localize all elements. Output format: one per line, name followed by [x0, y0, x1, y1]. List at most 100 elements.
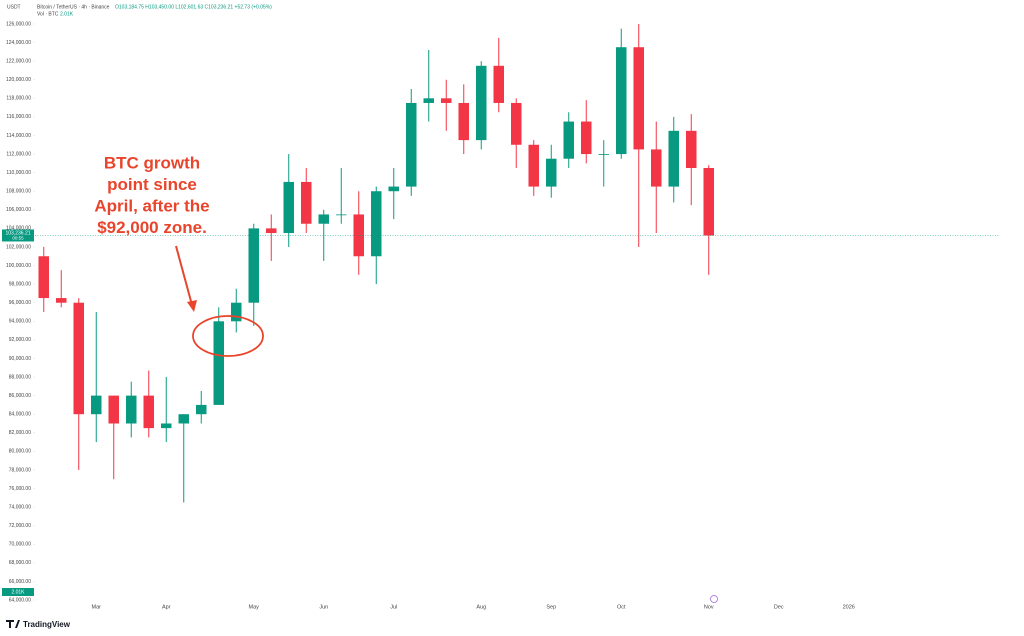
- x-tick-label: Nov: [704, 604, 714, 610]
- candle-body: [178, 414, 189, 424]
- y-tick-label: 86,000.00: [9, 393, 31, 399]
- y-tick-label: 70,000.00: [9, 542, 31, 548]
- y-tick-label: 120,000.00: [6, 77, 31, 83]
- price-badge: [2, 229, 34, 242]
- candle-body: [598, 154, 609, 155]
- symbol-label: Bitcoin / TetherUS · 4h · Binance: [37, 4, 110, 10]
- candle-body: [91, 395, 102, 415]
- quote-label: USDT: [7, 4, 21, 10]
- y-tick-label: 84,000.00: [9, 412, 31, 418]
- candle-body: [283, 181, 294, 234]
- y-tick-label: 94,000.00: [9, 319, 31, 325]
- y-tick-label: 106,000.00: [6, 207, 31, 213]
- price-countdown: 00:55: [12, 236, 24, 241]
- x-tick-label: Jul: [390, 604, 397, 610]
- annotation-arrow: [175, 245, 193, 306]
- candle-body: [196, 404, 207, 415]
- candle-body: [441, 98, 452, 103]
- y-tick-label: 92,000.00: [9, 337, 31, 343]
- candle-body: [563, 121, 574, 159]
- candle-body: [143, 395, 154, 429]
- annotation-text: April, after the: [94, 196, 209, 215]
- y-tick-label: 124,000.00: [6, 40, 31, 46]
- volume-badge-text: 2.01K: [11, 589, 25, 595]
- candle-body: [423, 98, 434, 103]
- y-tick-label: 98,000.00: [9, 281, 31, 287]
- y-tick-label: 100,000.00: [6, 263, 31, 269]
- x-tick-label: Mar: [92, 604, 102, 610]
- y-tick-label: 72,000.00: [9, 523, 31, 529]
- candle-body: [371, 191, 382, 257]
- y-tick-label: 80,000.00: [9, 449, 31, 455]
- candle-body: [668, 130, 679, 187]
- candle-body: [581, 121, 592, 155]
- annotation-text: BTC growth: [104, 153, 200, 172]
- candle-body: [546, 158, 557, 187]
- candle-body: [336, 214, 347, 216]
- candle-body: [616, 47, 627, 155]
- candle-body: [493, 65, 504, 103]
- x-tick-label: Apr: [162, 604, 171, 610]
- candle-body: [511, 102, 522, 145]
- candle-body: [231, 302, 242, 322]
- x-tick-label: May: [249, 604, 260, 610]
- y-tick-label: 90,000.00: [9, 356, 31, 362]
- candle-body: [528, 144, 539, 187]
- candle-body: [126, 395, 137, 424]
- x-tick-label: Dec: [774, 604, 784, 610]
- candle-body: [266, 228, 277, 234]
- candle-body: [161, 423, 172, 429]
- candle-body: [353, 214, 364, 257]
- logo-mark: [6, 620, 20, 628]
- y-tick-label: 68,000.00: [9, 560, 31, 566]
- candle-body: [108, 395, 119, 424]
- y-tick-label: 116,000.00: [6, 114, 31, 120]
- x-tick-label: Sep: [546, 604, 556, 610]
- annotation-circle: [192, 315, 264, 357]
- candle-body: [388, 186, 399, 192]
- candle-body: [318, 214, 329, 224]
- volume-value: 2.01K: [60, 11, 74, 17]
- y-tick-label: 110,000.00: [6, 170, 31, 176]
- candle-body: [476, 65, 487, 141]
- y-tick-label: 96,000.00: [9, 300, 31, 306]
- y-tick-label: 66,000.00: [9, 579, 31, 585]
- footer-logo: [6, 620, 20, 628]
- y-tick-label: 108,000.00: [6, 189, 31, 195]
- y-tick-label: 88,000.00: [9, 374, 31, 380]
- candle-body: [248, 228, 259, 303]
- y-tick-label: 122,000.00: [6, 58, 31, 64]
- brand: TradingView: [23, 620, 71, 629]
- candle-body: [703, 167, 714, 236]
- candle-body: [73, 302, 84, 415]
- y-tick-label: 78,000.00: [9, 467, 31, 473]
- candle-body: [651, 149, 662, 187]
- x-tick-label: Aug: [476, 604, 486, 610]
- y-tick-label: 76,000.00: [9, 486, 31, 492]
- y-tick-label: 104,000.00: [6, 226, 31, 232]
- candle-body: [301, 181, 312, 224]
- x-tick-label: Jun: [319, 604, 328, 610]
- annotation-text: $92,000 zone.: [97, 218, 207, 237]
- candle-body: [458, 102, 469, 141]
- annotation-arrowhead: [187, 300, 197, 312]
- ohlc-label: O103,184.75 H103,450.00 L102,601.63 C103…: [115, 4, 272, 10]
- y-tick-label: 74,000.00: [9, 504, 31, 510]
- candle-body: [56, 298, 67, 303]
- volume-title: Vol · BTC: [37, 11, 59, 17]
- candle-body: [38, 256, 49, 299]
- event-icon: [710, 595, 718, 603]
- x-tick-label: 2026: [843, 604, 855, 610]
- x-tick-label: Oct: [617, 604, 626, 610]
- volume-badge: [2, 588, 34, 596]
- y-tick-label: 114,000.00: [6, 133, 31, 139]
- y-tick-label: 118,000.00: [6, 96, 31, 102]
- y-tick-label: 64,000.00: [9, 597, 31, 603]
- candle-body: [406, 102, 417, 187]
- y-tick-label: 126,000.00: [6, 21, 31, 27]
- annotation-text: point since: [107, 175, 197, 194]
- y-tick-label: 82,000.00: [9, 430, 31, 436]
- candle-body: [633, 47, 644, 150]
- y-tick-label: 102,000.00: [6, 244, 31, 250]
